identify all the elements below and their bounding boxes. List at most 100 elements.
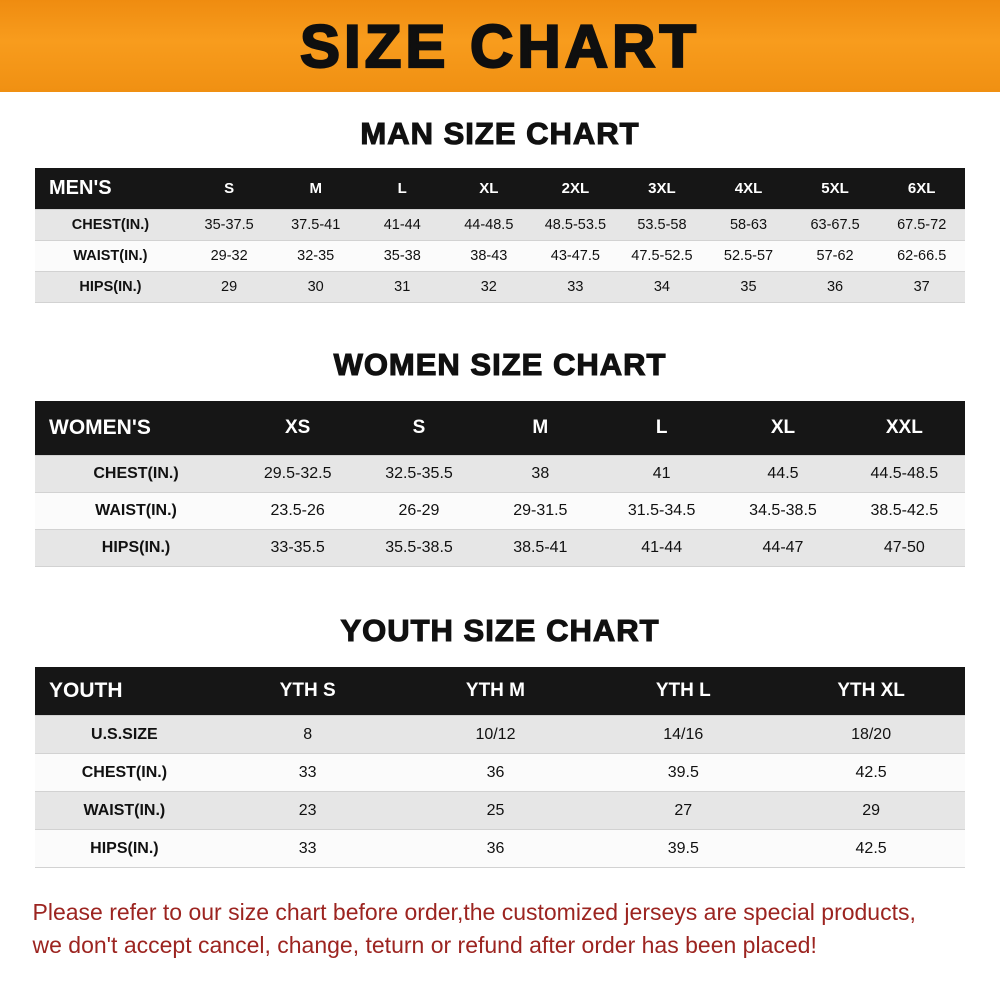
banner: SIZE CHART [0,0,1000,92]
table-header-row: MEN'S S M L XL 2XL 3XL 4XL 5XL 6XL [35,168,965,210]
table-cell: 62-66.5 [878,240,965,272]
table-cell: 33-35.5 [237,529,359,567]
table-cell: 37.5-41 [272,209,359,241]
table-cell: 32-35 [272,240,359,272]
table-cell: 44-47 [722,529,844,567]
table-cell: 23 [213,791,402,830]
youth-size-table: YOUTH YTH S YTH M YTH L YTH XL U.S.SIZE 8 10/12… [35,667,965,868]
table-cell: 41 [600,455,723,493]
table-cell: 52.5-57 [705,240,792,272]
table-cell: 25 [401,791,590,830]
disclaimer: Please refer to our size chart before or… [33,896,968,961]
table-cell: 39.5 [589,829,778,868]
table-cell: 41-44 [600,529,723,567]
table-cell: 33 [213,829,402,868]
table-cell: 35 [705,271,792,303]
table-cell: 27 [589,791,778,830]
column-header: L [600,401,723,456]
size-chart-page: SIZE CHART MAN SIZE CHART MEN'S S M L XL 2XL 3… [0,0,1000,961]
column-header: XS [237,401,359,456]
table-cell: 58-63 [705,209,792,241]
column-header: XL [445,168,533,210]
table-cell: 44-48.5 [445,209,533,241]
row-label: HIPS(IN.) [35,829,214,868]
table-cell: 38.5-42.5 [843,492,965,530]
table-cell: 36 [401,829,590,868]
table-cell: 32.5-35.5 [358,455,480,493]
table-title-cell: MEN'S [35,168,186,210]
table-cell: 35.5-38.5 [358,529,480,567]
youth-section: YOUTH SIZE CHART YOUTH YTH S YTH M YTH L YTH… [0,567,1000,868]
table-cell: 39.5 [589,753,778,792]
table-cell: 10/12 [401,715,590,754]
table-row: CHEST(IN.) 35-37.5 37.5-41 41-44 44-48.5 48.5… [35,209,965,241]
table-row: HIPS(IN.) 29 30 31 32 33 34 35 36 37 [35,271,965,303]
table-cell: 23.5-26 [237,492,359,530]
column-header: M [479,401,601,456]
table-cell: 29 [185,271,273,303]
table-cell: 33 [213,753,402,792]
table-cell: 67.5-72 [878,209,965,241]
table-cell: 48.5-53.5 [532,209,619,241]
table-cell: 47-50 [843,529,965,567]
table-cell: 26-29 [358,492,480,530]
women-section: WOMEN SIZE CHART WOMEN'S XS S M L XL XXL CHEST(… [0,303,1000,567]
table-cell: 33 [532,271,619,303]
table-cell: 35-37.5 [185,209,273,241]
men-section: MAN SIZE CHART MEN'S S M L XL 2XL 3XL 4XL 5XL 6XL… [0,92,1000,303]
table-header-row: WOMEN'S XS S M L XL XXL [35,401,965,456]
table-cell: 44.5 [722,455,844,493]
table-cell: 53.5-58 [618,209,706,241]
table-cell: 29.5-32.5 [237,455,359,493]
table-cell: 41-44 [358,209,446,241]
column-header: S [185,168,273,210]
column-header: 2XL [532,168,619,210]
table-cell: 35-38 [358,240,446,272]
table-row: HIPS(IN.) 33-35.5 35.5-38.5 38.5-41 41-44 44-… [35,529,965,567]
row-label: HIPS(IN.) [35,529,237,567]
table-cell: 30 [272,271,359,303]
table-title-cell: YOUTH [35,667,214,716]
column-header: YTH S [213,667,402,716]
table-cell: 34 [618,271,706,303]
table-cell: 36 [401,753,590,792]
row-label: WAIST(IN.) [35,492,237,530]
table-title-cell: WOMEN'S [35,401,237,456]
table-cell: 57-62 [791,240,879,272]
column-header: 6XL [878,168,965,210]
row-label: CHEST(IN.) [35,455,237,493]
table-row: CHEST(IN.) 33 36 39.5 42.5 [35,753,965,792]
table-cell: 29 [777,791,965,830]
table-cell: 38.5-41 [479,529,601,567]
table-row: HIPS(IN.) 33 36 39.5 42.5 [35,829,965,868]
women-section-heading: WOMEN SIZE CHART [333,346,667,382]
table-row: CHEST(IN.) 29.5-32.5 32.5-35.5 38 41 44.5 44.5… [35,455,965,493]
table-cell: 14/16 [589,715,778,754]
table-cell: 29-31.5 [479,492,601,530]
row-label: WAIST(IN.) [35,791,214,830]
table-cell: 42.5 [777,829,965,868]
column-header: 3XL [618,168,706,210]
table-cell: 34.5-38.5 [722,492,844,530]
column-header: XL [722,401,844,456]
table-cell: 37 [878,271,965,303]
table-row: U.S.SIZE 8 10/12 14/16 18/20 [35,715,965,754]
table-row: WAIST(IN.) 29-32 32-35 35-38 38-43 43-47.5 47.… [35,240,965,272]
row-label: CHEST(IN.) [35,753,214,792]
table-cell: 31.5-34.5 [600,492,723,530]
row-label: HIPS(IN.) [35,271,186,303]
table-cell: 31 [358,271,446,303]
column-header: L [358,168,446,210]
column-header: YTH XL [777,667,965,716]
column-header: 5XL [791,168,879,210]
table-cell: 29-32 [185,240,273,272]
table-cell: 63-67.5 [791,209,879,241]
women-size-table: WOMEN'S XS S M L XL XXL CHEST(IN.) 29.5-32.5 32.5… [35,401,965,567]
youth-section-heading: YOUTH SIZE CHART [340,612,660,648]
table-cell: 38-43 [445,240,533,272]
table-cell: 43-47.5 [532,240,619,272]
column-header: S [358,401,480,456]
disclaimer-line-2: we don't accept cancel, change, teturn o… [32,931,817,958]
table-row: WAIST(IN.) 23 25 27 29 [35,791,965,830]
men-section-heading: MAN SIZE CHART [360,115,640,151]
